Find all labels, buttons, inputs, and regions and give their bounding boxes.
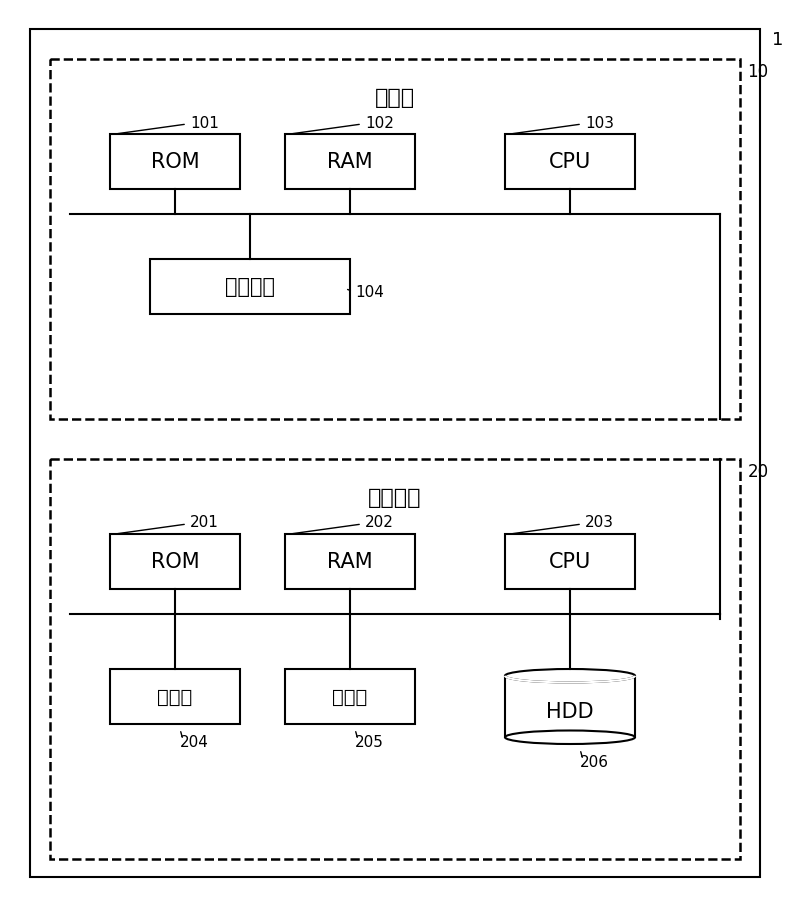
Ellipse shape (505, 669, 635, 683)
Bar (110, 534, 240, 589)
Text: 101: 101 (190, 115, 219, 131)
Text: 203: 203 (585, 515, 614, 529)
Bar (505, 676, 635, 738)
Text: 操作部: 操作部 (375, 87, 415, 108)
Text: 控制器部: 控制器部 (368, 487, 422, 508)
Text: RAM: RAM (327, 552, 373, 572)
Text: HDD: HDD (546, 702, 594, 722)
Bar (505, 135, 635, 189)
Ellipse shape (505, 731, 635, 744)
Text: 204: 204 (180, 735, 209, 750)
Text: 绘图仪: 绘图仪 (332, 687, 368, 706)
Bar (285, 534, 415, 589)
Bar (150, 260, 350, 315)
Text: 操作面板: 操作面板 (225, 277, 275, 297)
Text: 扫描仪: 扫描仪 (158, 687, 193, 706)
Text: 104: 104 (355, 285, 384, 299)
Text: 10: 10 (747, 63, 769, 81)
Text: CPU: CPU (549, 152, 591, 172)
Text: 103: 103 (585, 115, 614, 131)
Bar (285, 135, 415, 189)
Bar (110, 135, 240, 189)
Text: 102: 102 (365, 115, 394, 131)
Bar (50, 459, 740, 859)
Text: ROM: ROM (150, 552, 199, 572)
Text: 20: 20 (747, 463, 769, 481)
Text: 1: 1 (772, 31, 784, 49)
Text: ROM: ROM (150, 152, 199, 172)
Bar (110, 669, 240, 724)
Bar (285, 669, 415, 724)
Bar (50, 60, 740, 419)
Text: CPU: CPU (549, 552, 591, 572)
Bar (505, 534, 635, 589)
Text: 206: 206 (580, 755, 609, 769)
Text: 201: 201 (190, 515, 219, 529)
Text: 205: 205 (355, 735, 384, 750)
Text: 202: 202 (365, 515, 394, 529)
Text: RAM: RAM (327, 152, 373, 172)
